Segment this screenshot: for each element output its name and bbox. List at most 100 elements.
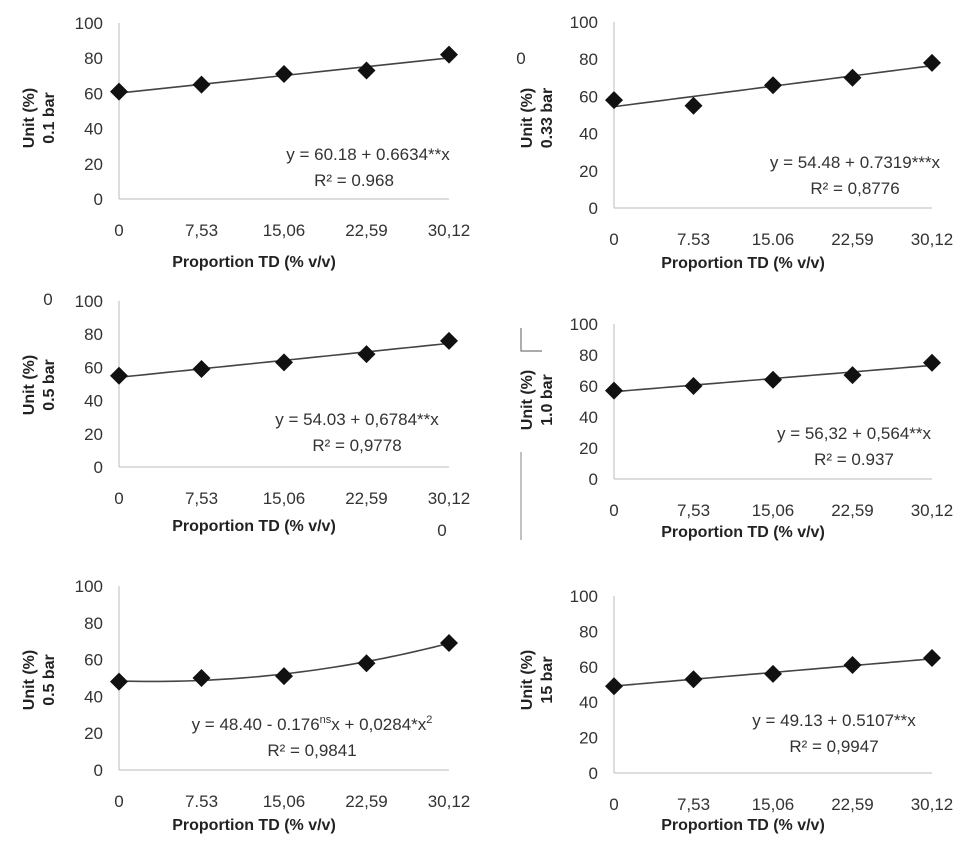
x-tick-label: 7,53 — [677, 501, 710, 520]
r-squared-label: R² = 0,9947 — [789, 737, 878, 756]
regression-equation: y = 49.13 + 0.5107**x — [752, 711, 916, 730]
x-tick-label: 15,06 — [263, 792, 306, 811]
x-tick-label: 15,06 — [263, 489, 306, 508]
data-point-diamond — [440, 331, 458, 350]
x-tick-label: 7,53 — [677, 795, 710, 814]
data-point-diamond — [923, 353, 941, 372]
stray-zero-label-top: 0 — [516, 49, 525, 68]
x-tick-label: 22,59 — [345, 489, 388, 508]
y-axis-unit-label: Unit (%) — [519, 370, 536, 430]
y-axis-label: Unit (%) 1.0 bar — [519, 370, 556, 430]
data-point-diamond — [275, 65, 293, 84]
data-point-diamond — [192, 669, 211, 687]
r-squared-label: R² = 0.968 — [314, 171, 394, 190]
x-axis-label: Proportion TD (% v/v) — [172, 254, 336, 271]
y-tick-label: 20 — [84, 425, 103, 444]
y-tick-label: 40 — [579, 693, 598, 712]
y-tick-label: 80 — [84, 325, 103, 344]
stray-bracket-mark — [520, 328, 542, 352]
y-tick-label: 100 — [570, 315, 598, 334]
y-tick-label: 40 — [84, 687, 103, 706]
data-point-diamond — [843, 656, 862, 675]
y-axis-label: Unit (%) 0.5 bar — [21, 355, 58, 415]
y-axis-unit-label: Unit (%) — [21, 650, 38, 710]
x-tick-label: 30,12 — [428, 221, 471, 240]
y-axis-label: Unit (%) 0.33 bar — [519, 88, 556, 148]
regression-equation: y = 56,32 + 0,564**x — [777, 424, 932, 443]
x-tick-label: 0 — [114, 792, 123, 811]
y-tick-label: 80 — [579, 346, 598, 365]
x-tick-label: 22,59 — [831, 230, 874, 249]
r-squared-label: R² = 0,9841 — [267, 741, 356, 760]
data-point-diamond — [764, 664, 782, 683]
y-tick-label: 100 — [75, 14, 103, 33]
y-tick-label: 40 — [579, 408, 598, 427]
x-tick-label: 22,59 — [831, 795, 874, 814]
y-tick-label: 100 — [75, 577, 103, 596]
r-squared-label: R² = 0.937 — [814, 450, 894, 469]
stray-zero-label-middle-left: 0 — [43, 290, 52, 309]
x-tick-label: 15,06 — [263, 221, 306, 240]
x-tick-label: 30,12 — [428, 489, 471, 508]
data-point-diamond — [684, 96, 703, 115]
y-axis-label: Unit (%) 0.5 bar — [21, 650, 58, 710]
y-tick-label: 100 — [75, 292, 103, 311]
x-tick-label: 0 — [114, 221, 123, 240]
r-squared-label: R² = 0,9778 — [312, 436, 401, 455]
y-tick-label: 80 — [579, 622, 598, 641]
x-axis-label: Proportion TD (% v/v) — [172, 817, 336, 834]
data-point-diamond — [764, 76, 782, 95]
y-tick-label: 20 — [579, 162, 598, 181]
data-point-diamond — [110, 82, 128, 101]
x-tick-label: 30,12 — [911, 501, 954, 520]
x-tick-label: 7,53 — [185, 221, 218, 240]
data-point-diamond — [605, 91, 623, 110]
y-tick-label: 20 — [84, 155, 103, 174]
y-axis-unit-label: Unit (%) — [21, 355, 38, 415]
x-tick-label: 30,12 — [911, 230, 954, 249]
data-point-diamond — [843, 366, 862, 385]
y-axis-label: Unit (%) 15 bar — [519, 650, 556, 710]
x-tick-label: 22,59 — [831, 501, 874, 520]
data-point-diamond — [605, 381, 623, 400]
x-tick-label: 7,53 — [185, 489, 218, 508]
x-tick-label: 30,12 — [428, 792, 471, 811]
x-tick-label: 0 — [609, 501, 618, 520]
y-tick-label: 100 — [570, 13, 598, 32]
regression-equation: y = 54.03 + 0,6784**x — [275, 410, 439, 429]
data-point-diamond — [923, 648, 941, 667]
y-tick-label: 20 — [84, 724, 103, 743]
data-point-diamond — [440, 45, 458, 64]
data-point-diamond — [110, 672, 128, 691]
regression-equation: y = 54.48 + 0.7319***x — [770, 153, 941, 172]
y-tick-label: 40 — [579, 125, 598, 144]
y-tick-label: 100 — [570, 587, 598, 606]
y-tick-label: 40 — [84, 392, 103, 411]
y-tick-label: 60 — [579, 377, 598, 396]
x-tick-label: 0 — [609, 230, 618, 249]
y-tick-label: 0 — [94, 190, 103, 209]
y-tick-label: 80 — [579, 50, 598, 69]
x-axis-label: Proportion TD (% v/v) — [172, 518, 336, 535]
y-axis-pressure-label: 1.0 bar — [539, 374, 556, 426]
x-axis-label: Proportion TD (% v/v) — [661, 255, 825, 272]
y-tick-label: 20 — [579, 439, 598, 458]
y-axis-unit-label: Unit (%) — [21, 88, 38, 148]
regression-equation: y = 60.18 + 0.6634**x — [286, 145, 450, 164]
data-point-diamond — [192, 360, 211, 379]
x-tick-label: 22,59 — [345, 221, 388, 240]
y-tick-label: 0 — [589, 764, 598, 783]
y-axis-pressure-label: 0.5 bar — [41, 654, 58, 706]
x-tick-label: 15.06 — [752, 230, 795, 249]
x-tick-label: 15,06 — [752, 501, 795, 520]
data-point-diamond — [357, 61, 376, 80]
y-tick-label: 0 — [589, 470, 598, 489]
x-tick-label: 0 — [114, 489, 123, 508]
y-axis-unit-label: Unit (%) — [519, 88, 536, 148]
x-tick-label: 15,06 — [752, 795, 795, 814]
y-tick-label: 20 — [579, 729, 598, 748]
y-tick-label: 0 — [589, 199, 598, 218]
data-point-diamond — [684, 377, 703, 395]
y-tick-label: 60 — [84, 84, 103, 103]
